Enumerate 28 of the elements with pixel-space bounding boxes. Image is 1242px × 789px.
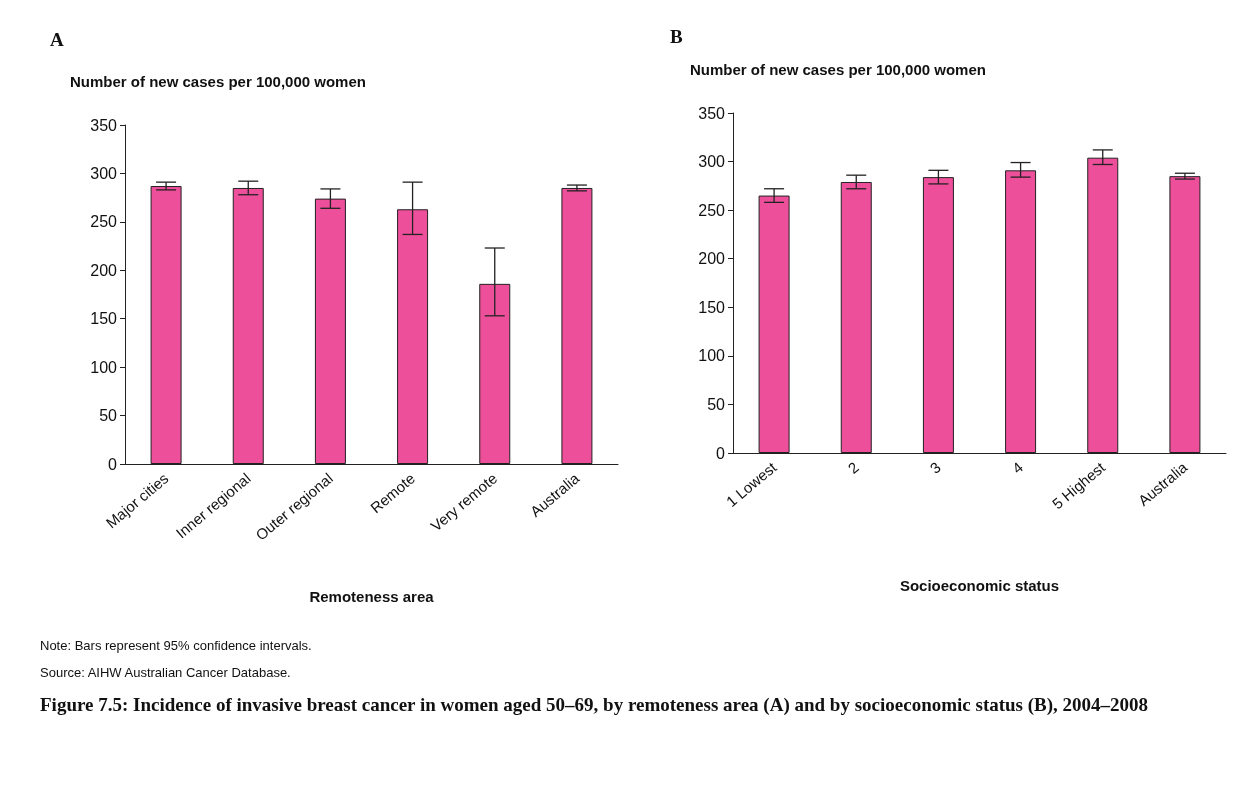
x-tick-label: 4 [1008,458,1027,477]
x-axis-title: Remoteness area [309,588,435,605]
y-tick-label: 200 [698,250,726,268]
chart-title: B [670,26,683,47]
y-tick-label: 250 [90,213,118,231]
y-tick-label: 150 [90,310,118,328]
text: Note: Bars represent 95% confidence intervals. [40,638,313,653]
y-tick-label: 50 [707,395,726,413]
y-tick-label: 350 [698,104,726,122]
y-tick-label: 100 [90,358,118,376]
y-tick-label: 150 [698,298,726,316]
x-tick-label: 3 [926,458,944,477]
y-tick-label: 0 [108,455,118,473]
y-tick-label: 200 [90,261,118,279]
y-axis-title: Number of new cases per 100,000 women [690,61,986,78]
y-tick-label: 100 [698,347,726,365]
y-tick-label: 50 [99,407,118,425]
source-note: Source: AIHW Australian Cancer Database. [40,665,292,680]
y-tick-label: 300 [698,153,726,171]
caption: Figure 7.5: Incidence of invasive breast cancer in women aged 50–69, by remoteness area (A) and by socioeconomic status (B), 2004–2008 [40,693,1150,717]
y-axis-title: Number of new cases per 100,000 women [70,73,366,90]
y-tick-label: 250 [698,201,726,219]
x-tick-label: 2 [844,458,862,477]
y-tick-label: 300 [90,164,118,182]
y-tick-label: 350 [90,116,118,134]
chart-title: A [50,29,64,50]
y-tick-label: 0 [716,444,726,462]
x-axis-title: Socioeconomic status [899,577,1060,594]
